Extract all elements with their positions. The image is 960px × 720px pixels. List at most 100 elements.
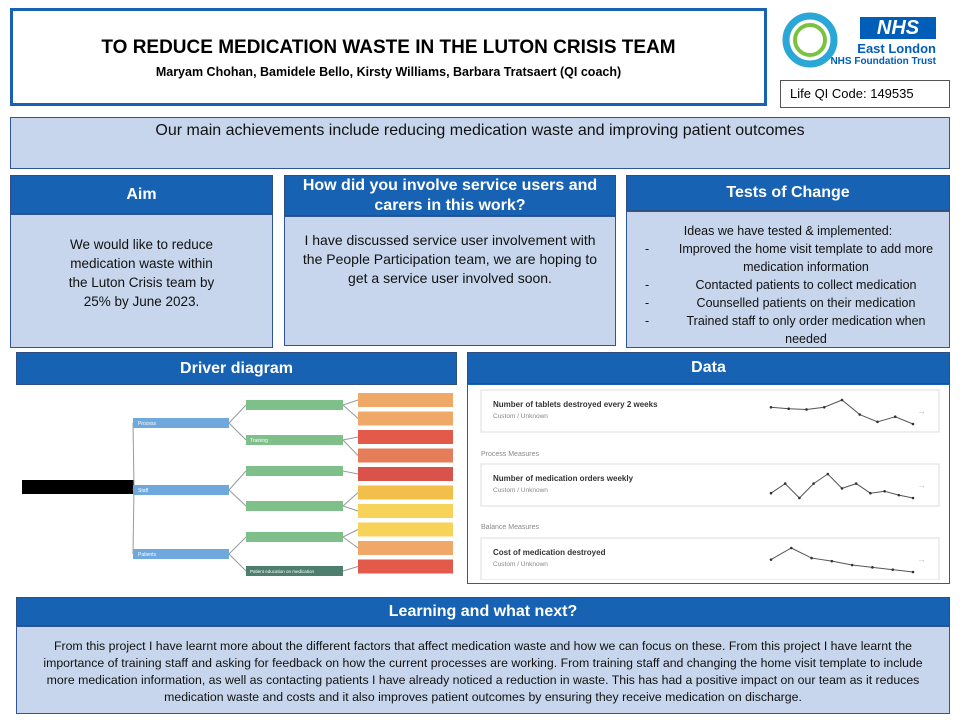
sparkline-point	[893, 415, 897, 419]
learning-text: From this project I have learnt more abo…	[16, 626, 950, 714]
change-idea	[358, 522, 453, 537]
change-idea	[358, 430, 453, 444]
connector	[132, 422, 135, 488]
connector	[342, 492, 359, 507]
sparkline-point	[830, 559, 834, 563]
authors: Maryam Chohan, Bamidele Bello, Kirsty Wi…	[155, 65, 622, 79]
sparkline-point	[783, 482, 787, 485]
sparkline-point	[876, 420, 879, 424]
connector	[132, 486, 135, 555]
connector	[342, 399, 359, 406]
sparkline-point	[798, 496, 801, 500]
primary-label: Patients	[138, 552, 157, 558]
test-item: - Improved the home visit template to add…	[635, 240, 941, 276]
qi-logo	[782, 12, 838, 68]
sparkline-point	[871, 566, 874, 569]
secondary-driver	[246, 466, 343, 476]
tests-intro: Ideas we have tested & implemented:	[683, 224, 893, 238]
aim-box	[22, 480, 134, 494]
measure-title: Number of medication orders weekly	[493, 474, 634, 483]
sparkline-point	[769, 491, 773, 495]
change-idea	[358, 485, 453, 500]
measure-card	[480, 389, 940, 433]
secondary-label: Patient education on medication	[250, 569, 315, 574]
sparkline-point	[911, 570, 915, 574]
sparkline-point	[858, 413, 862, 416]
primary-label: Process	[138, 421, 157, 427]
change-idea	[358, 559, 453, 574]
measure-subtitle: Custom / Unknown	[493, 561, 548, 568]
section-label: Process Measures	[481, 451, 539, 458]
sparkline-point	[822, 405, 826, 409]
sparkline-point	[840, 487, 844, 490]
measure-title: Cost of medication destroyed	[493, 548, 606, 557]
arrow: →	[917, 554, 926, 564]
sparkline-point	[869, 491, 872, 495]
sparkline-point	[769, 558, 773, 561]
tests-heading: Tests of Change	[626, 175, 950, 211]
sparkline-point	[891, 568, 895, 571]
title: TO REDUCE MEDICATION WASTE IN THE LUTON …	[101, 37, 676, 58]
connector	[228, 422, 247, 441]
driver-heading: Driver diagram	[16, 352, 457, 385]
change-idea	[358, 504, 453, 518]
secondary-driver	[246, 566, 343, 576]
title-box: TO REDUCE MEDICATION WASTE IN THE LUTON …	[10, 8, 767, 106]
secondary-driver	[246, 532, 343, 542]
test-text: Trained staff to only order medication w…	[686, 314, 926, 346]
measure-subtitle: Custom / Unknown	[493, 487, 548, 494]
data-charts: Process Measures Balance Measures Number o…	[480, 389, 940, 580]
primary-driver	[133, 485, 229, 495]
learning-heading: Learning and what next?	[16, 597, 950, 626]
sparkline	[770, 547, 914, 573]
measure-subtitle: Custom / Unknown	[493, 413, 548, 420]
secondary-driver	[246, 501, 343, 511]
change-idea	[358, 393, 453, 407]
sparkline-point	[769, 405, 773, 409]
connector	[342, 529, 359, 538]
aim-text: We would like to reduce medication waste…	[10, 214, 273, 348]
org-trust: NHS Foundation Trust	[830, 56, 936, 67]
data-heading: Data	[467, 352, 950, 384]
bullet: -	[645, 278, 650, 292]
bullet: -	[645, 242, 650, 256]
involvement-text: I have discussed service user involvemen…	[284, 216, 616, 346]
connector	[342, 439, 359, 456]
sparkline-point	[850, 563, 854, 567]
sparkline-point	[897, 493, 901, 497]
measure-title: Number of tablets destroyed every 2 week…	[493, 400, 658, 409]
sparkline-point	[826, 472, 830, 476]
section-label: Balance Measures	[481, 524, 539, 531]
bullet: -	[645, 314, 650, 328]
connector	[342, 536, 359, 549]
primary-driver	[133, 418, 229, 428]
qi-code: Life QI Code: 149535	[780, 80, 950, 108]
sparkline-point	[812, 482, 815, 485]
test-text: Improved the home visit template to add …	[678, 242, 934, 274]
connector	[342, 436, 359, 441]
sparkline-point	[911, 422, 915, 426]
connector	[228, 536, 247, 555]
change-idea	[358, 541, 453, 555]
connector	[342, 470, 359, 475]
change-idea	[358, 411, 453, 426]
sparkline-point	[810, 556, 813, 560]
secondary-driver	[246, 435, 343, 445]
aim-heading: Aim	[10, 175, 273, 214]
sparkline-point	[840, 398, 844, 402]
change-idea	[358, 467, 453, 481]
arrow: →	[917, 480, 926, 490]
bullet: -	[645, 296, 650, 310]
connector	[228, 553, 247, 572]
org-name: East London	[857, 41, 936, 56]
sparkline-point	[789, 546, 793, 550]
sparkline-point	[787, 407, 791, 411]
connector	[342, 566, 359, 572]
secondary-driver	[246, 400, 343, 410]
connector	[342, 404, 359, 419]
measure-card	[480, 537, 940, 580]
connector	[342, 505, 359, 512]
tests-body: Ideas we have tested & implemented: - Imp…	[626, 211, 950, 348]
connector	[228, 489, 247, 507]
